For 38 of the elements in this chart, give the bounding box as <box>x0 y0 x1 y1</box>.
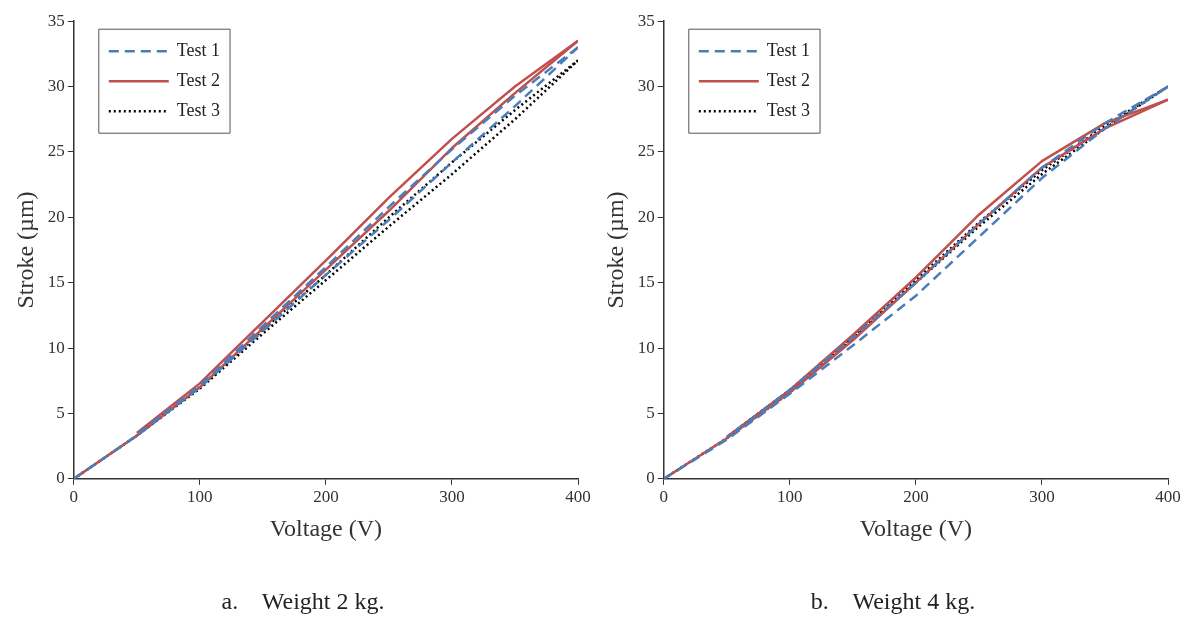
y-tick-label: 5 <box>56 402 65 422</box>
text: a. Weight 2 kg. <box>221 588 385 615</box>
legend-label: Test 3 <box>766 99 811 120</box>
y-tick-label: 25 <box>47 141 65 161</box>
y-axis-title: Stroke (µm) <box>11 191 38 309</box>
legend-label: Test 1 <box>766 39 811 60</box>
y-tick-label: 5 <box>646 402 655 422</box>
x-tick-label: 200 <box>903 487 929 507</box>
y-tick-label: 10 <box>637 337 655 357</box>
x-tick-label: 300 <box>1029 487 1055 507</box>
x-tick-label: 100 <box>187 487 213 507</box>
y-tick-label: 15 <box>637 272 655 292</box>
text: b. Weight 4 kg. <box>810 588 976 615</box>
y-tick-label: 0 <box>56 468 65 488</box>
y-axis-title: Stroke (µm) <box>601 191 628 309</box>
x-tick-label: 200 <box>313 487 339 507</box>
legend-label: Test 2 <box>176 69 221 90</box>
x-tick-label: 100 <box>777 487 803 507</box>
y-tick-label: 35 <box>637 10 655 30</box>
y-tick-label: 15 <box>47 272 65 292</box>
y-tick-label: 30 <box>47 76 65 96</box>
x-tick-label: 0 <box>69 487 79 507</box>
y-tick-label: 0 <box>646 468 655 488</box>
y-tick-label: 10 <box>47 337 65 357</box>
y-tick-label: 35 <box>47 10 65 30</box>
y-tick-label: 30 <box>637 76 655 96</box>
legend-label: Test 1 <box>176 39 221 60</box>
legend-label: Test 2 <box>766 69 811 90</box>
y-tick-label: 25 <box>637 141 655 161</box>
x-tick-label: 300 <box>439 487 465 507</box>
x-tick-label: 0 <box>659 487 669 507</box>
legend-label: Test 3 <box>176 99 221 120</box>
y-tick-label: 20 <box>637 206 655 226</box>
x-tick-label: 400 <box>565 487 591 507</box>
x-axis-title: Voltage (V) <box>269 514 382 541</box>
y-tick-label: 20 <box>47 206 65 226</box>
x-axis-title: Voltage (V) <box>859 514 972 541</box>
x-tick-label: 400 <box>1155 487 1181 507</box>
